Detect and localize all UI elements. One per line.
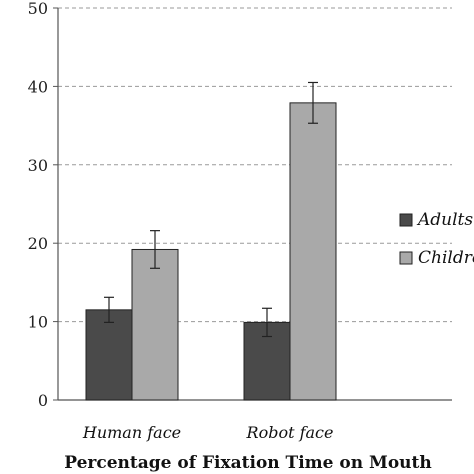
bar-children-0 bbox=[131, 248, 179, 401]
category-label: Human face bbox=[82, 423, 181, 442]
bar-children-1 bbox=[289, 102, 337, 401]
category-labels: Human face Robot face bbox=[82, 423, 334, 442]
category-label: Robot face bbox=[246, 423, 334, 442]
y-tick-label: 40 bbox=[28, 77, 48, 96]
error-bars bbox=[104, 81, 318, 338]
y-tick-label: 20 bbox=[28, 234, 48, 253]
y-tick-labels: 0 10 20 30 40 50 bbox=[28, 0, 48, 410]
bars bbox=[85, 102, 337, 401]
legend-label-adults: Adults bbox=[416, 210, 473, 230]
y-tick-label: 0 bbox=[38, 391, 48, 410]
y-tick-label: 50 bbox=[28, 0, 48, 18]
y-tick-label: 10 bbox=[28, 313, 48, 332]
legend: Adults Children bbox=[399, 210, 474, 268]
legend-swatch-adults bbox=[399, 213, 413, 227]
gridlines bbox=[58, 7, 452, 323]
legend-label-children: Children bbox=[418, 248, 474, 268]
x-axis-label: Percentage of Fixation Time on Mouth bbox=[64, 453, 431, 473]
bar-adults-0 bbox=[85, 309, 133, 401]
y-tick-label: 30 bbox=[28, 156, 48, 175]
legend-swatch-children bbox=[399, 251, 413, 265]
